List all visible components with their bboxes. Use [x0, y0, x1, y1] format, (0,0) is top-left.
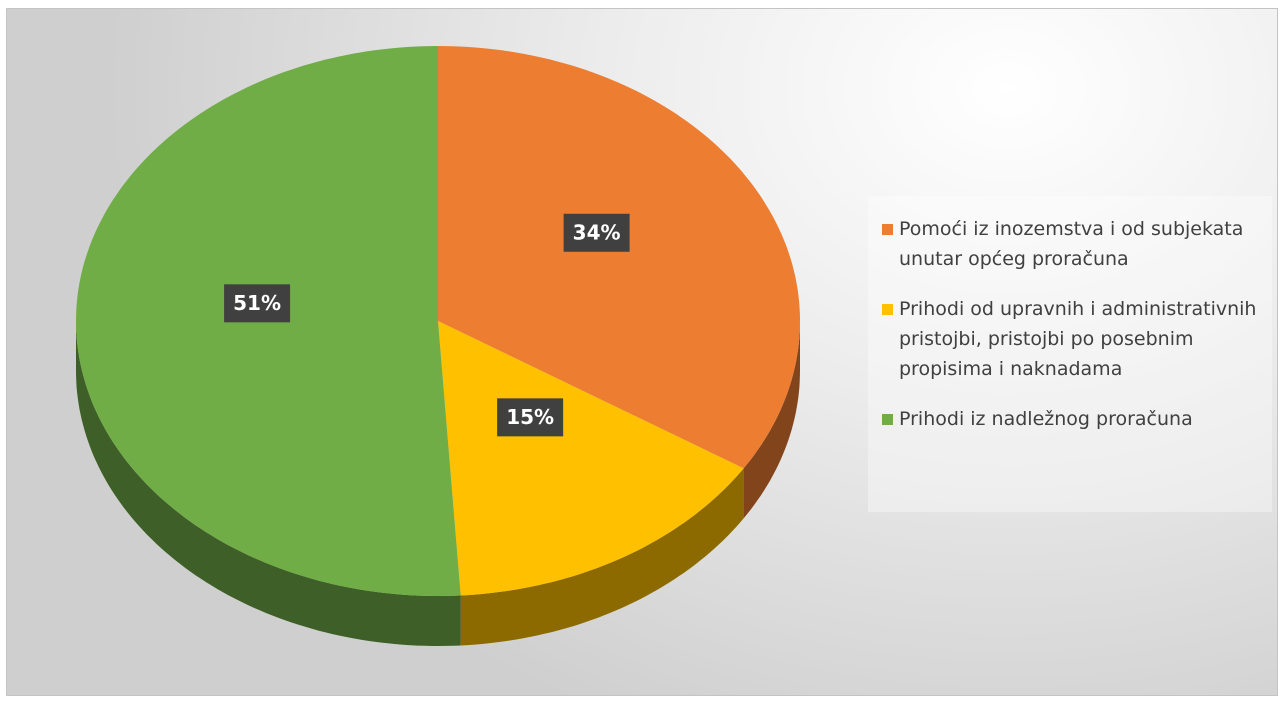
- legend-label: Pomoći iz inozemstva i od subjekata unut…: [899, 218, 1244, 270]
- pie-side: [76, 321, 461, 646]
- pie-side: [743, 321, 800, 519]
- legend-item: Pomoći iz inozemstva i od subjekata unut…: [882, 214, 1262, 274]
- data-label-box: [497, 398, 564, 437]
- legend-label: Prihodi iz nadležnog proračuna: [899, 408, 1193, 430]
- legend-swatch: [882, 304, 893, 315]
- pie-chart: 34% 15% 51%: [76, 46, 800, 646]
- data-label: 34%: [573, 220, 621, 244]
- legend-swatch: [882, 414, 893, 425]
- legend-item: Prihodi iz nadležnog proračuna: [882, 404, 1262, 434]
- legend-label: Prihodi od upravnih i administrativnih p…: [899, 298, 1257, 380]
- data-label: 15%: [506, 405, 554, 429]
- data-label-box: [563, 213, 630, 252]
- pie-side: [460, 468, 744, 646]
- legend-item: Prihodi od upravnih i administrativnih p…: [882, 294, 1262, 384]
- legend-swatch: [882, 224, 893, 235]
- pie-slice: [438, 321, 744, 596]
- data-label: 51%: [233, 291, 281, 315]
- pie-slice: [438, 46, 800, 469]
- legend: Pomoći iz inozemstva i od subjekata unut…: [868, 196, 1272, 512]
- chart-area: 34% 15% 51% Pomoći iz inozemstva i od subj…: [6, 8, 1278, 696]
- data-label-box: [224, 284, 291, 323]
